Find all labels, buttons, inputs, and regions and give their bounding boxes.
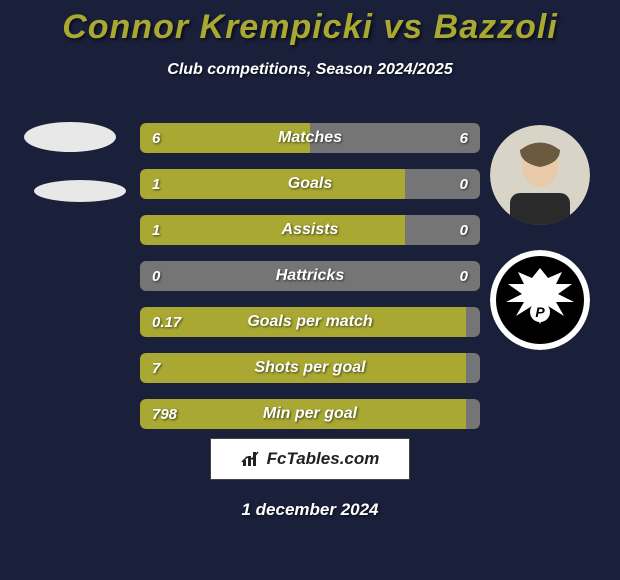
stat-bar-right xyxy=(466,307,480,337)
stat-bar-left xyxy=(140,307,466,337)
date-text: 1 december 2024 xyxy=(0,500,620,520)
stat-bar-left xyxy=(140,399,466,429)
chart-icon xyxy=(241,450,261,468)
svg-text:P: P xyxy=(535,304,545,320)
stat-bar-left xyxy=(140,215,405,245)
stat-row: Matches66 xyxy=(140,123,480,153)
stat-row: Goals10 xyxy=(140,169,480,199)
stat-bar-left xyxy=(140,353,466,383)
page-title: Connor Krempicki vs Bazzoli xyxy=(0,0,620,47)
stat-bar-right xyxy=(405,169,480,199)
stat-label: Hattricks xyxy=(140,261,480,291)
page-subtitle: Club competitions, Season 2024/2025 xyxy=(0,61,620,79)
stat-bars: Matches66 Goals10 Assists10 Hattricks0 0 Goal… xyxy=(140,123,480,445)
stat-row: Min per goal798 xyxy=(140,399,480,429)
stat-bar-right xyxy=(466,399,480,429)
player-left-avatar-placeholder-bottom xyxy=(34,180,126,202)
stat-row: Hattricks0 0 xyxy=(140,261,480,291)
stat-bar-right xyxy=(466,353,480,383)
stat-bar-right xyxy=(310,123,480,153)
stat-value-left: 0 xyxy=(152,261,160,291)
stat-bar-left xyxy=(140,169,405,199)
stat-bar-right xyxy=(405,215,480,245)
source-badge-text: FcTables.com xyxy=(267,449,380,469)
stat-row: Shots per goal7 xyxy=(140,353,480,383)
club-right-crest: P xyxy=(490,250,590,350)
stat-bar-left xyxy=(140,123,310,153)
stat-row: Assists10 xyxy=(140,215,480,245)
player-left-avatar-placeholder-top xyxy=(24,122,116,152)
player-right-avatar xyxy=(490,125,590,225)
stat-row: Goals per match0.17 xyxy=(140,307,480,337)
stat-value-right: 0 xyxy=(460,261,468,291)
source-badge: FcTables.com xyxy=(210,438,410,480)
